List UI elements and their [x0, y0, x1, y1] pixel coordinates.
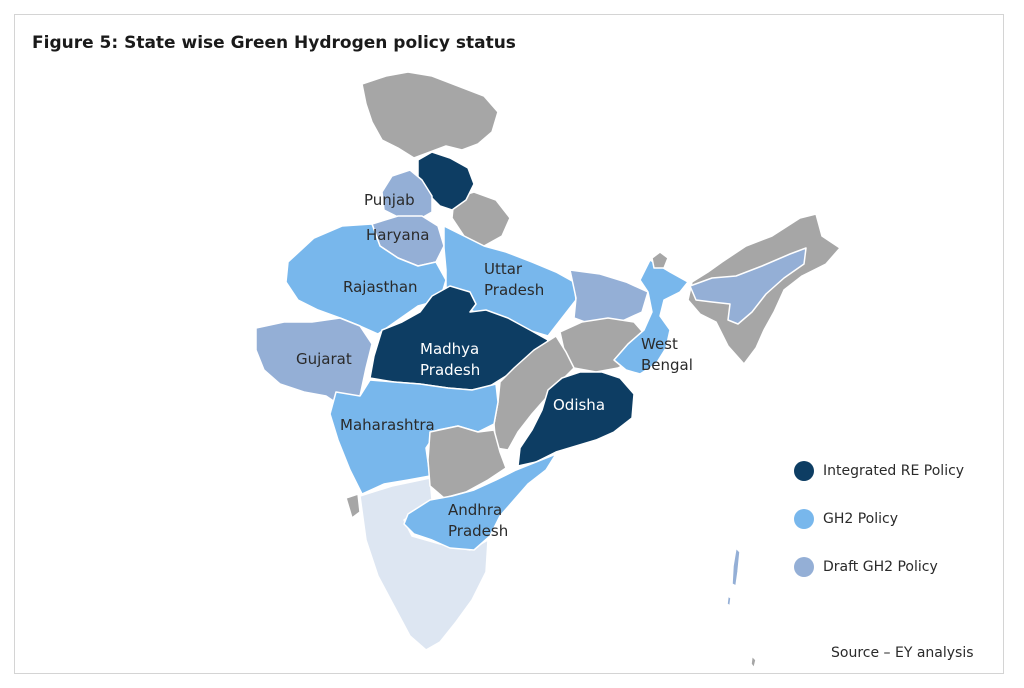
label-line: Uttar: [484, 260, 523, 278]
region-andaman-2: [726, 595, 732, 607]
legend-label: Draft GH2 Policy: [823, 559, 938, 575]
label-line: Bengal: [641, 356, 693, 374]
region-uttarakhand: [451, 191, 511, 247]
legend-item: Integrated RE Policy: [794, 461, 964, 481]
legend-swatch: [794, 509, 814, 529]
label-line: Andhra: [448, 501, 502, 519]
label-line: Pradesh: [484, 281, 544, 299]
region-goa: [345, 493, 361, 519]
label-andhra-pradesh: Andhra Pradesh: [448, 501, 508, 540]
state-andhra-pradesh: [403, 453, 557, 551]
label-punjab: Punjab: [364, 191, 415, 209]
label-line: Madhya: [420, 340, 479, 358]
legend-label: GH2 Policy: [823, 511, 899, 527]
region-jammu-kashmir: [361, 71, 499, 159]
legend-swatch: [794, 461, 814, 481]
source-note: Source – EY analysis: [831, 645, 974, 661]
region-andaman: [731, 547, 741, 587]
label-line: Pradesh: [448, 522, 508, 540]
region-assam: [689, 247, 807, 325]
state-odisha: [517, 371, 635, 467]
legend-item: GH2 Policy: [794, 509, 898, 529]
label-haryana: Haryana: [366, 226, 429, 244]
label-maharashtra: Maharashtra: [340, 416, 435, 434]
state-west-bengal: [613, 259, 689, 375]
legend-item: Draft GH2 Policy: [794, 557, 938, 577]
label-odisha: Odisha: [553, 396, 605, 414]
label-madhya-pradesh: Madhya Pradesh: [420, 340, 480, 379]
legend-swatch: [794, 557, 814, 577]
legend-label: Integrated RE Policy: [823, 463, 965, 479]
label-rajasthan: Rajasthan: [343, 278, 418, 296]
region-telangana: [427, 425, 507, 499]
label-gujarat: Gujarat: [296, 350, 352, 368]
label-line: Pradesh: [420, 361, 480, 379]
region-sikkim: [651, 251, 669, 269]
region-nicobar: [750, 655, 757, 669]
region-bihar: [569, 269, 649, 327]
state-uttar-pradesh: [443, 225, 577, 337]
figure-title: Figure 5: State wise Green Hydrogen poli…: [32, 33, 516, 53]
label-uttar-pradesh: Uttar Pradesh: [484, 260, 544, 299]
label-west-bengal: West Bengal: [641, 335, 693, 374]
label-line: West: [641, 335, 678, 353]
figure-frame: [14, 14, 1004, 674]
state-punjab: [381, 169, 433, 221]
